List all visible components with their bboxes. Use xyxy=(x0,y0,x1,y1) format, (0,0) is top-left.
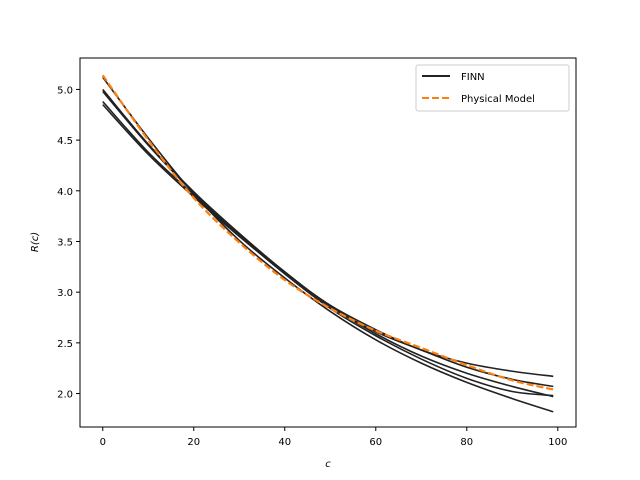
y-tick-label: 3.5 xyxy=(57,237,73,248)
legend-box xyxy=(415,64,570,112)
series-line-physical-model xyxy=(101,74,554,391)
y-tick-label: 4.5 xyxy=(57,136,73,147)
y-axis-ticks: 2.0 2.5 3.0 3.5 4.0 4.5 5.0 xyxy=(57,85,80,401)
legend-label-finn: FINN xyxy=(461,72,485,83)
series-line-finn-4 xyxy=(102,88,554,388)
y-axis-label: R(c) xyxy=(30,232,41,252)
y-tick-label: 2.0 xyxy=(57,390,73,401)
x-tick-label: 40 xyxy=(278,437,291,448)
x-axis-label: c xyxy=(325,459,331,470)
legend: FINN Physical Model xyxy=(415,64,570,112)
y-tick-label: 4.0 xyxy=(57,187,73,198)
plot-area-frame xyxy=(79,57,577,428)
x-tick-label: 80 xyxy=(460,437,473,448)
legend-label-physical-model: Physical Model xyxy=(461,94,535,105)
plot-lines xyxy=(101,74,554,413)
y-tick-label: 5.0 xyxy=(57,85,73,96)
x-tick-label: 0 xyxy=(100,437,106,448)
series-line-finn-2 xyxy=(102,101,554,398)
x-tick-label: 100 xyxy=(548,437,567,448)
y-tick-label: 3.0 xyxy=(57,288,73,299)
series-line-finn-3 xyxy=(102,90,554,397)
series-line-finn-1 xyxy=(102,104,554,378)
y-tick-label: 2.5 xyxy=(57,339,73,350)
x-tick-label: 20 xyxy=(187,437,200,448)
series-line-finn-5 xyxy=(102,76,554,413)
x-tick-label: 60 xyxy=(369,437,382,448)
x-axis-ticks: 0 20 40 60 80 100 xyxy=(100,427,567,448)
